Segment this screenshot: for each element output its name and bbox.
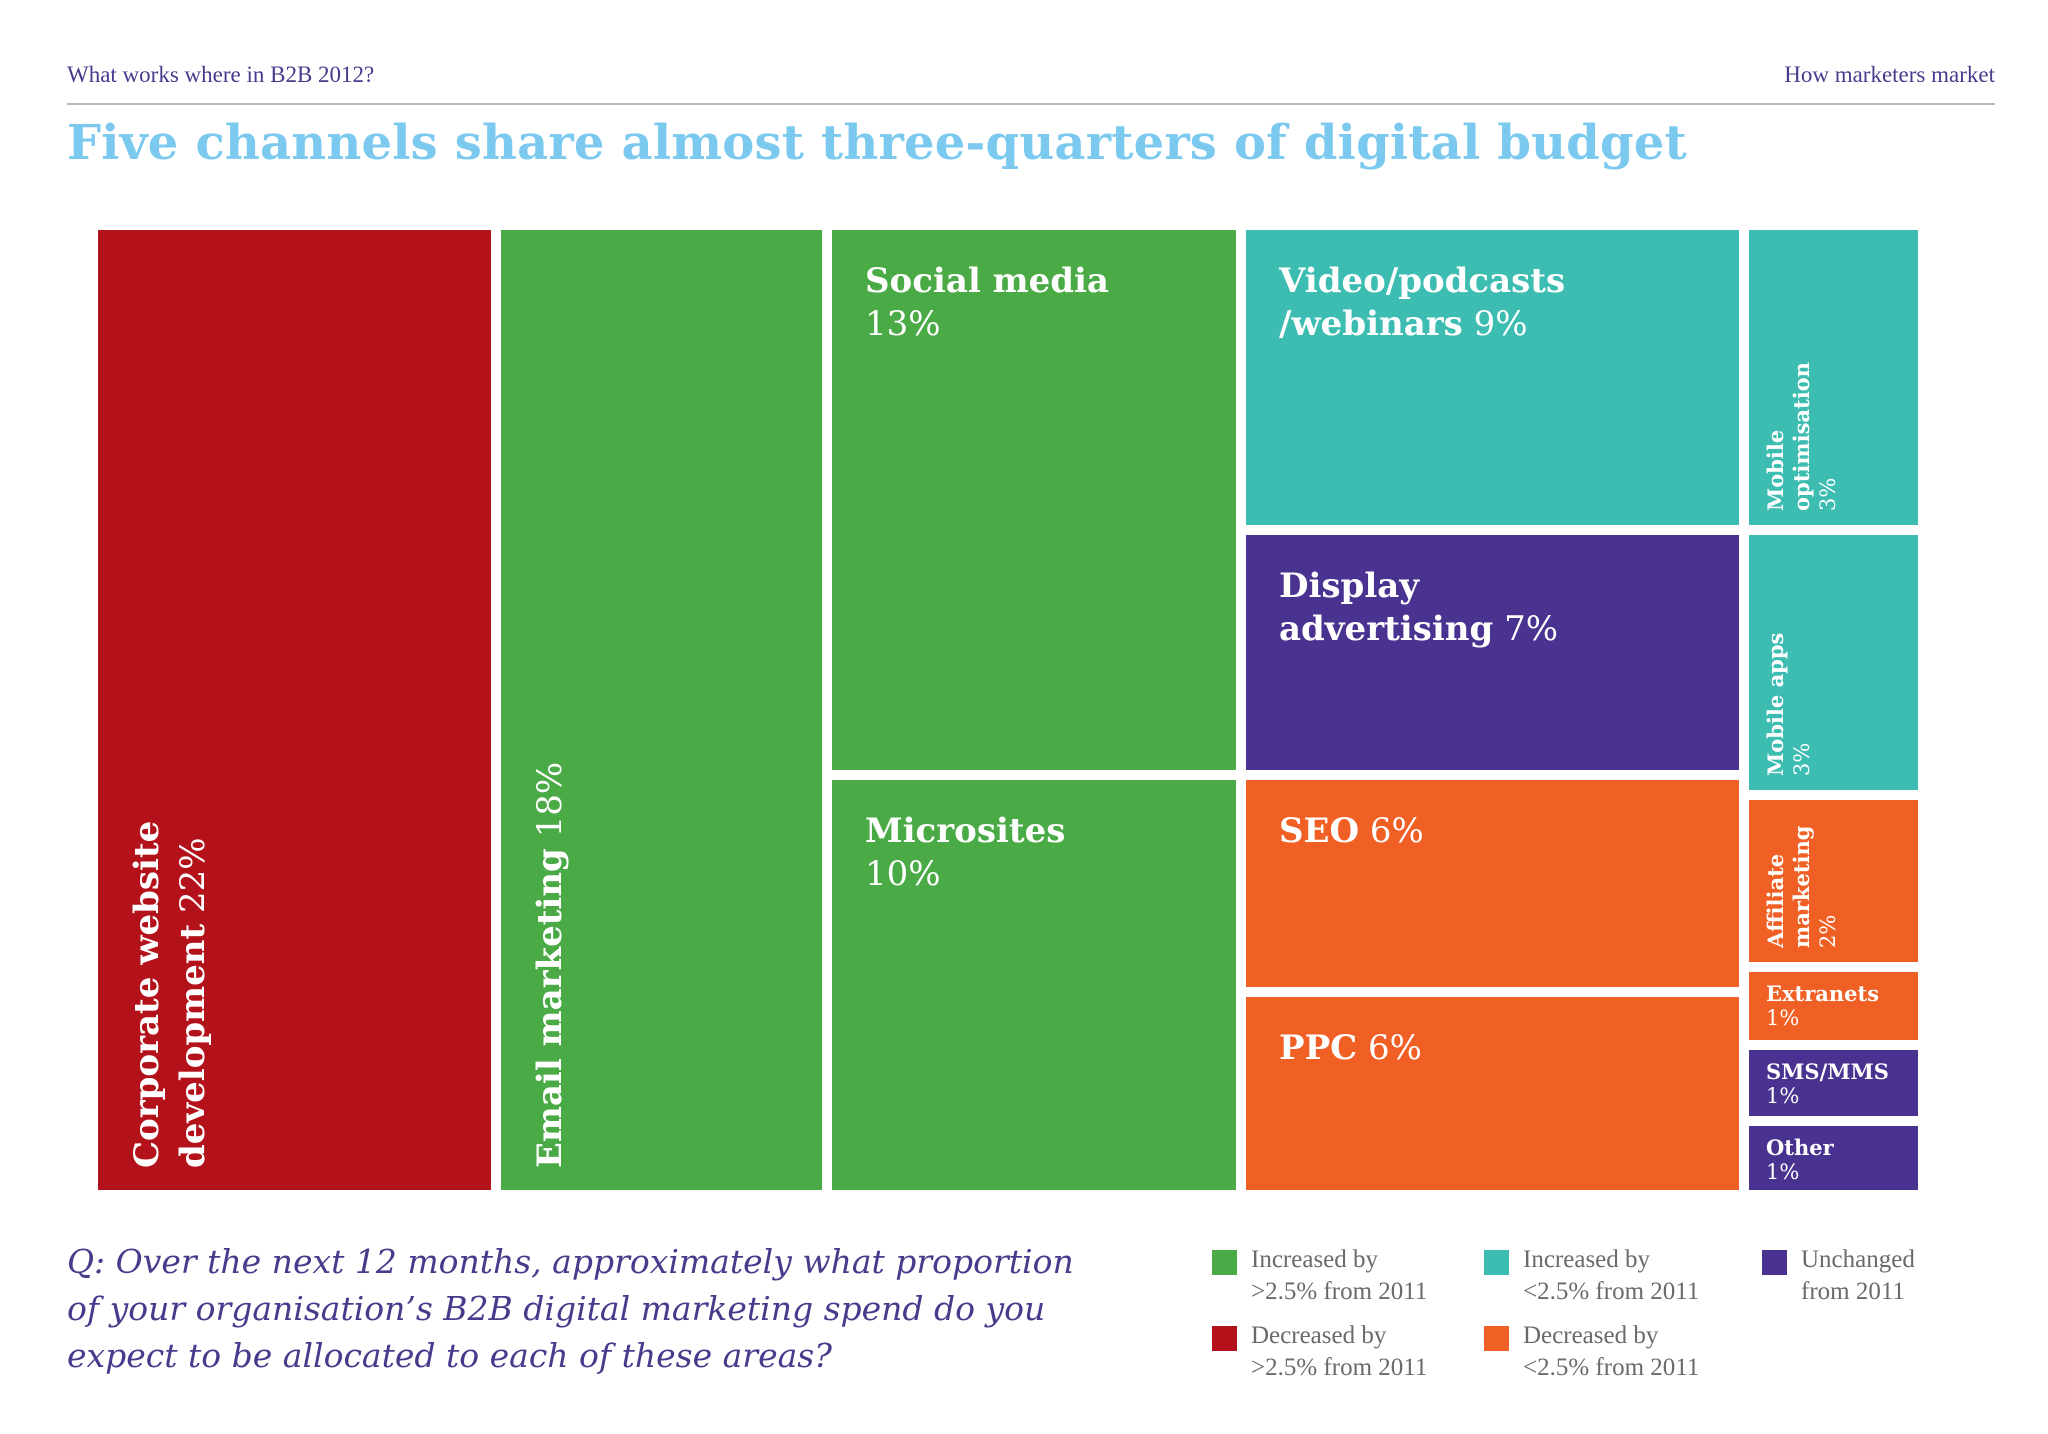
tile-display-advertising: Display advertising 7%	[1246, 535, 1739, 770]
tile-label-extranets: Extranets 1%	[1766, 981, 1880, 1031]
tile-label-microsites: Microsites 10%	[865, 810, 1065, 896]
legend-text: Decreased by >2.5% from 2011	[1251, 1320, 1461, 1384]
tile-label-email-marketing: Email marketing 18%	[527, 762, 573, 1168]
tile-label-display-advertising: Display advertising 7%	[1279, 565, 1558, 651]
tile-label-line: 1%	[1766, 1006, 1800, 1030]
legend-line: Unchanged	[1801, 1246, 1915, 1273]
legend-line: <2.5% from 2011	[1523, 1354, 1700, 1381]
legend-swatch	[1212, 1250, 1237, 1275]
tile-label-line: Video/podcasts	[1279, 261, 1566, 301]
legend-item-decreased-gt: Decreased by >2.5% from 2011	[1212, 1320, 1461, 1384]
tile-label-line: 13%	[865, 304, 941, 344]
tile-label-line: development 22%	[173, 837, 213, 1168]
tile-corporate-website-development: Corporate website development 22%	[98, 230, 491, 1190]
legend-line: from 2011	[1801, 1278, 1905, 1305]
tile-label-line: 1%	[1766, 1084, 1800, 1108]
tile-label-line: Email marketing 18%	[530, 761, 570, 1168]
tile-label-line: Affiliate	[1763, 853, 1788, 948]
legend-text: Decreased by <2.5% from 2011	[1523, 1320, 1733, 1384]
tile-sms-mms: SMS/MMS 1%	[1749, 1050, 1918, 1116]
legend-item-increased-lt: Increased by <2.5% from 2011	[1484, 1244, 1733, 1308]
tile-label-line: marketing	[1789, 825, 1814, 948]
tile-label-line: 2%	[1816, 914, 1840, 948]
tile-extranets: Extranets 1%	[1749, 972, 1918, 1040]
legend-text: Increased by <2.5% from 2011	[1523, 1244, 1733, 1308]
tile-label-line: Mobile	[1763, 429, 1788, 511]
tile-video-podcasts-webinars: Video/podcasts/webinars 9%	[1246, 230, 1739, 525]
header-left: What works where in B2B 2012?	[67, 62, 375, 87]
tile-label-mobile-optimisation: Mobile optimisation 3%	[1763, 362, 1841, 511]
legend-text: Increased by >2.5% from 2011	[1251, 1244, 1461, 1308]
tile-label-line: Mobile apps	[1763, 632, 1788, 776]
header-right: How marketers market	[1784, 62, 1995, 87]
survey-question: Q: Over the next 12 months, approximatel…	[67, 1242, 1074, 1375]
tile-label-line: Social media	[865, 261, 1109, 301]
legend-line: Increased by	[1523, 1246, 1651, 1273]
legend-line: Decreased by	[1523, 1322, 1659, 1349]
legend-swatch	[1762, 1250, 1787, 1275]
tile-label-line: Extranets	[1766, 981, 1880, 1006]
tile-label-line: Corporate website	[127, 820, 167, 1168]
tile-label-seo: SEO 6%	[1279, 810, 1424, 853]
tile-label-ppc: PPC 6%	[1279, 1027, 1422, 1070]
tile-label-line: /webinars 9%	[1279, 304, 1528, 344]
tile-label-line: SEO 6%	[1279, 811, 1424, 851]
tile-ppc: PPC 6%	[1246, 997, 1739, 1190]
tile-label-mobile-apps: Mobile apps 3%	[1763, 633, 1815, 776]
tile-label-other: Other 1%	[1766, 1135, 1834, 1185]
tile-label-line: Microsites	[865, 811, 1066, 851]
tile-mobile-optimisation: Mobile optimisation 3%	[1749, 230, 1918, 525]
legend-item-increased-gt: Increased by >2.5% from 2011	[1212, 1244, 1461, 1308]
legend-line: Increased by	[1251, 1246, 1379, 1273]
legend-swatch	[1484, 1250, 1509, 1275]
tile-email-marketing: Email marketing 18%	[501, 230, 822, 1190]
tile-seo: SEO 6%	[1246, 780, 1739, 987]
tile-label-line: Other	[1766, 1135, 1834, 1160]
legend-line: Decreased by	[1251, 1322, 1387, 1349]
tile-label-line: Display	[1279, 566, 1420, 606]
tile-label-affiliate-marketing: Affiliate marketing 2%	[1763, 826, 1841, 948]
legend-swatch	[1484, 1326, 1509, 1351]
tile-label-line: advertising 7%	[1279, 609, 1559, 649]
tile-label-sms-mms: SMS/MMS 1%	[1766, 1059, 1889, 1109]
tile-label-line: SMS/MMS	[1766, 1059, 1889, 1084]
legend-line: <2.5% from 2011	[1523, 1278, 1700, 1305]
tile-label-social-media: Social media 13%	[865, 260, 1109, 346]
tile-label-line: 3%	[1790, 742, 1814, 776]
tile-label-line: PPC 6%	[1279, 1028, 1422, 1068]
legend-swatch	[1212, 1326, 1237, 1351]
legend-item-unchanged: Unchanged from 2011	[1762, 1244, 2011, 1308]
tile-label-line: optimisation	[1789, 362, 1814, 511]
tile-affiliate-marketing: Affiliate marketing 2%	[1749, 800, 1918, 962]
header-divider	[67, 103, 1995, 105]
legend-item-decreased-lt: Decreased by <2.5% from 2011	[1484, 1320, 1733, 1384]
tile-other: Other 1%	[1749, 1126, 1918, 1190]
tile-mobile-apps: Mobile apps 3%	[1749, 535, 1918, 790]
legend-text: Unchanged from 2011	[1801, 1244, 2011, 1308]
tile-label-video-podcasts-webinars: Video/podcasts/webinars 9%	[1279, 260, 1565, 346]
tile-social-media: Social media 13%	[832, 230, 1236, 770]
treemap: Corporate website development 22% Email ma…	[98, 230, 1918, 1190]
tile-microsites: Microsites 10%	[832, 780, 1236, 1190]
tile-label-line: 10%	[865, 854, 941, 894]
tile-label-line: 1%	[1766, 1160, 1800, 1184]
legend-line: >2.5% from 2011	[1251, 1278, 1428, 1305]
tile-label-line: 3%	[1816, 477, 1840, 511]
legend-line: >2.5% from 2011	[1251, 1354, 1428, 1381]
tile-label-corporate-website-development: Corporate website development 22%	[124, 821, 216, 1168]
chart-title: Five channels share almost three-quarter…	[67, 115, 1687, 171]
